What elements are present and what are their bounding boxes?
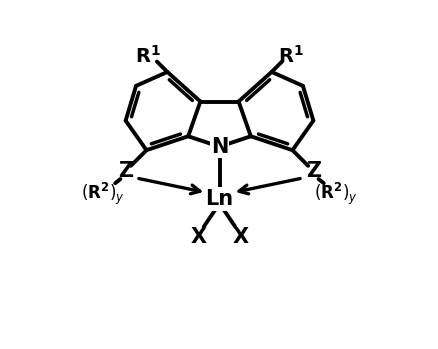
Text: $(\mathbf{R^2})_y$: $(\mathbf{R^2})_y$ — [313, 180, 357, 207]
Text: Z: Z — [118, 161, 133, 181]
Text: $(\mathbf{R^2})_y$: $(\mathbf{R^2})_y$ — [81, 180, 125, 207]
Text: Z: Z — [305, 161, 320, 181]
Text: Ln: Ln — [205, 189, 233, 209]
Text: X: X — [190, 227, 206, 247]
Text: $\mathbf{R^1}$: $\mathbf{R^1}$ — [135, 45, 161, 67]
Text: X: X — [232, 227, 248, 247]
Text: $\mathbf{R^1}$: $\mathbf{R^1}$ — [277, 45, 303, 67]
Text: N: N — [210, 137, 228, 157]
